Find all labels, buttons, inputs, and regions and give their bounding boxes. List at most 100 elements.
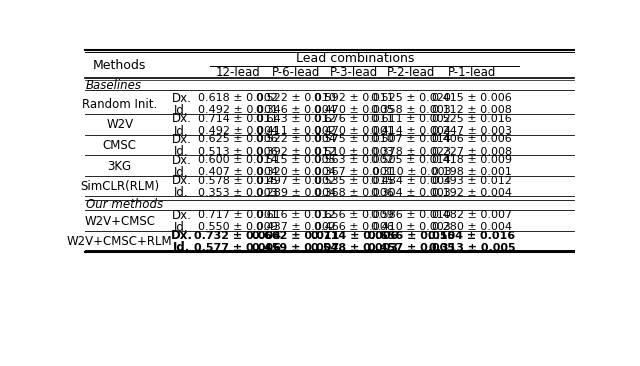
Text: Id.: Id. xyxy=(174,124,189,138)
Text: Dx.: Dx. xyxy=(172,133,191,146)
Text: 0.563 ± 0.002: 0.563 ± 0.002 xyxy=(314,155,394,165)
Text: Id.: Id. xyxy=(174,186,189,199)
Text: 0.510 ± 0.003: 0.510 ± 0.003 xyxy=(314,146,394,157)
Text: 0.192 ± 0.004: 0.192 ± 0.004 xyxy=(432,188,512,198)
Text: Id.: Id. xyxy=(174,145,189,158)
Text: 0.304 ± 0.003: 0.304 ± 0.003 xyxy=(371,188,451,198)
Text: 0.378 ± 0.023: 0.378 ± 0.023 xyxy=(371,146,451,157)
Text: 0.320 ± 0.004: 0.320 ± 0.004 xyxy=(256,167,336,177)
Text: P-2-lead: P-2-lead xyxy=(387,66,435,79)
Text: 0.112 ± 0.008: 0.112 ± 0.008 xyxy=(432,105,512,115)
Text: 0.470 ± 0.001: 0.470 ± 0.001 xyxy=(314,126,394,136)
Text: Baselines: Baselines xyxy=(86,79,142,92)
Text: Id.: Id. xyxy=(173,242,190,254)
Text: 0.459 ± 0.007: 0.459 ± 0.007 xyxy=(252,243,339,253)
Text: 0.616 ± 0.012: 0.616 ± 0.012 xyxy=(256,210,335,220)
Text: 0.575 ± 0.010: 0.575 ± 0.010 xyxy=(314,134,394,145)
Text: 0.367 ± 0.001: 0.367 ± 0.001 xyxy=(314,167,394,177)
Text: 0.550 ± 0.009: 0.550 ± 0.009 xyxy=(198,223,278,232)
Text: 0.353 ± 0.003: 0.353 ± 0.003 xyxy=(198,188,278,198)
Text: 0.406 ± 0.006: 0.406 ± 0.006 xyxy=(432,134,512,145)
Text: 0.247 ± 0.003: 0.247 ± 0.003 xyxy=(432,126,512,136)
Text: 0.554 ± 0.016: 0.554 ± 0.016 xyxy=(428,231,515,241)
Text: Dx.: Dx. xyxy=(172,153,191,167)
Text: 0.513 ± 0.006: 0.513 ± 0.006 xyxy=(198,146,278,157)
Text: 0.392 ± 0.012: 0.392 ± 0.012 xyxy=(256,146,336,157)
Text: 0.457 ± 0.005: 0.457 ± 0.005 xyxy=(368,243,455,253)
Text: 0.497 ± 0.002: 0.497 ± 0.002 xyxy=(256,176,336,186)
Text: 0.368 ± 0.006: 0.368 ± 0.006 xyxy=(314,188,394,198)
Text: 0.466 ± 0.006: 0.466 ± 0.006 xyxy=(314,223,394,232)
Text: 0.611 ± 0.002: 0.611 ± 0.002 xyxy=(371,114,451,124)
Text: 0.346 ± 0.004: 0.346 ± 0.004 xyxy=(256,105,336,115)
Text: Id.: Id. xyxy=(174,166,189,179)
Text: 0.625 ± 0.006: 0.625 ± 0.006 xyxy=(198,134,278,145)
Text: 0.310 ± 0.003: 0.310 ± 0.003 xyxy=(371,167,451,177)
Text: 0.676 ± 0.011: 0.676 ± 0.011 xyxy=(314,114,394,124)
Text: 0.618 ± 0.002: 0.618 ± 0.002 xyxy=(198,93,278,103)
Text: 0.732 ± 0.004: 0.732 ± 0.004 xyxy=(194,231,281,241)
Text: W2V+CMSC+RLM: W2V+CMSC+RLM xyxy=(67,235,173,249)
Text: 0.407 ± 0.004: 0.407 ± 0.004 xyxy=(198,167,278,177)
Text: 0.414 ± 0.004: 0.414 ± 0.004 xyxy=(371,126,451,136)
Text: 0.289 ± 0.004: 0.289 ± 0.004 xyxy=(256,188,336,198)
Text: Dx.: Dx. xyxy=(172,112,191,126)
Text: 0.525 ± 0.016: 0.525 ± 0.016 xyxy=(432,114,512,124)
Text: 0.714 ± 0.006: 0.714 ± 0.006 xyxy=(310,231,398,241)
Text: Lead combinations: Lead combinations xyxy=(296,52,414,64)
Text: 0.437 ± 0.002: 0.437 ± 0.002 xyxy=(256,223,336,232)
Text: 0.525 ± 0.020: 0.525 ± 0.020 xyxy=(371,93,451,103)
Text: Dx.: Dx. xyxy=(172,174,191,187)
Text: 0.198 ± 0.001: 0.198 ± 0.001 xyxy=(432,167,512,177)
Text: W2V: W2V xyxy=(106,119,133,131)
Text: 0.515 ± 0.005: 0.515 ± 0.005 xyxy=(256,155,335,165)
Text: 0.507 ± 0.014: 0.507 ± 0.014 xyxy=(371,134,451,145)
Text: 0.418 ± 0.009: 0.418 ± 0.009 xyxy=(432,155,512,165)
Text: 0.522 ± 0.010: 0.522 ± 0.010 xyxy=(256,93,336,103)
Text: Id.: Id. xyxy=(174,221,189,234)
Text: P-6-lead: P-6-lead xyxy=(271,66,320,79)
Text: 0.415 ± 0.006: 0.415 ± 0.006 xyxy=(432,93,512,103)
Text: Our methods: Our methods xyxy=(86,198,163,211)
Text: 0.280 ± 0.004: 0.280 ± 0.004 xyxy=(432,223,512,232)
Text: 0.522 ± 0.004: 0.522 ± 0.004 xyxy=(256,134,336,145)
Text: P-1-lead: P-1-lead xyxy=(447,66,496,79)
Text: Dx.: Dx. xyxy=(172,92,191,105)
Text: Random Init.: Random Init. xyxy=(82,98,157,111)
Text: CMSC: CMSC xyxy=(102,139,137,152)
Text: 0.358 ± 0.003: 0.358 ± 0.003 xyxy=(371,105,451,115)
Text: 0.410 ± 0.003: 0.410 ± 0.003 xyxy=(371,223,451,232)
Text: 0.535 ± 0.015: 0.535 ± 0.015 xyxy=(314,176,394,186)
Text: P-3-lead: P-3-lead xyxy=(330,66,378,79)
Text: 0.662 ± 0.011: 0.662 ± 0.011 xyxy=(252,231,339,241)
Text: 0.492 ± 0.004: 0.492 ± 0.004 xyxy=(198,126,278,136)
Text: 0.393 ± 0.012: 0.393 ± 0.012 xyxy=(432,176,512,186)
Text: 0.470 ± 0.005: 0.470 ± 0.005 xyxy=(314,105,394,115)
Text: 0.548 ± 0.003: 0.548 ± 0.003 xyxy=(311,243,397,253)
Text: 3KG: 3KG xyxy=(108,160,132,173)
Text: 0.592 ± 0.011: 0.592 ± 0.011 xyxy=(314,93,394,103)
Text: Dx.: Dx. xyxy=(172,209,191,222)
Text: Id.: Id. xyxy=(174,104,189,117)
Text: 0.313 ± 0.005: 0.313 ± 0.005 xyxy=(429,243,515,253)
Text: 0.577 ± 0.006: 0.577 ± 0.006 xyxy=(194,243,281,253)
Text: 0.656 ± 0.010: 0.656 ± 0.010 xyxy=(368,231,455,241)
Text: 0.714 ± 0.011: 0.714 ± 0.011 xyxy=(198,114,278,124)
Text: W2V+CMSC: W2V+CMSC xyxy=(84,215,155,228)
Text: 0.505 ± 0.014: 0.505 ± 0.014 xyxy=(371,155,451,165)
Text: 0.492 ± 0.001: 0.492 ± 0.001 xyxy=(198,105,278,115)
Text: SimCLR(RLM): SimCLR(RLM) xyxy=(80,180,159,193)
Text: 0.484 ± 0.004: 0.484 ± 0.004 xyxy=(371,176,451,186)
Text: 0.600 ± 0.014: 0.600 ± 0.014 xyxy=(198,155,278,165)
Text: Methods: Methods xyxy=(93,59,147,72)
Text: 0.717 ± 0.001: 0.717 ± 0.001 xyxy=(198,210,278,220)
Text: 0.482 ± 0.007: 0.482 ± 0.007 xyxy=(432,210,512,220)
Text: 12-lead: 12-lead xyxy=(215,66,260,79)
Text: Dx.: Dx. xyxy=(171,229,193,242)
Text: 0.656 ± 0.009: 0.656 ± 0.009 xyxy=(314,210,394,220)
Text: 0.227 ± 0.008: 0.227 ± 0.008 xyxy=(432,146,512,157)
Text: 0.411 ± 0.002: 0.411 ± 0.002 xyxy=(256,126,336,136)
Text: 0.586 ± 0.010: 0.586 ± 0.010 xyxy=(371,210,451,220)
Text: 0.578 ± 0.015: 0.578 ± 0.015 xyxy=(198,176,278,186)
Text: 0.643 ± 0.012: 0.643 ± 0.012 xyxy=(256,114,336,124)
